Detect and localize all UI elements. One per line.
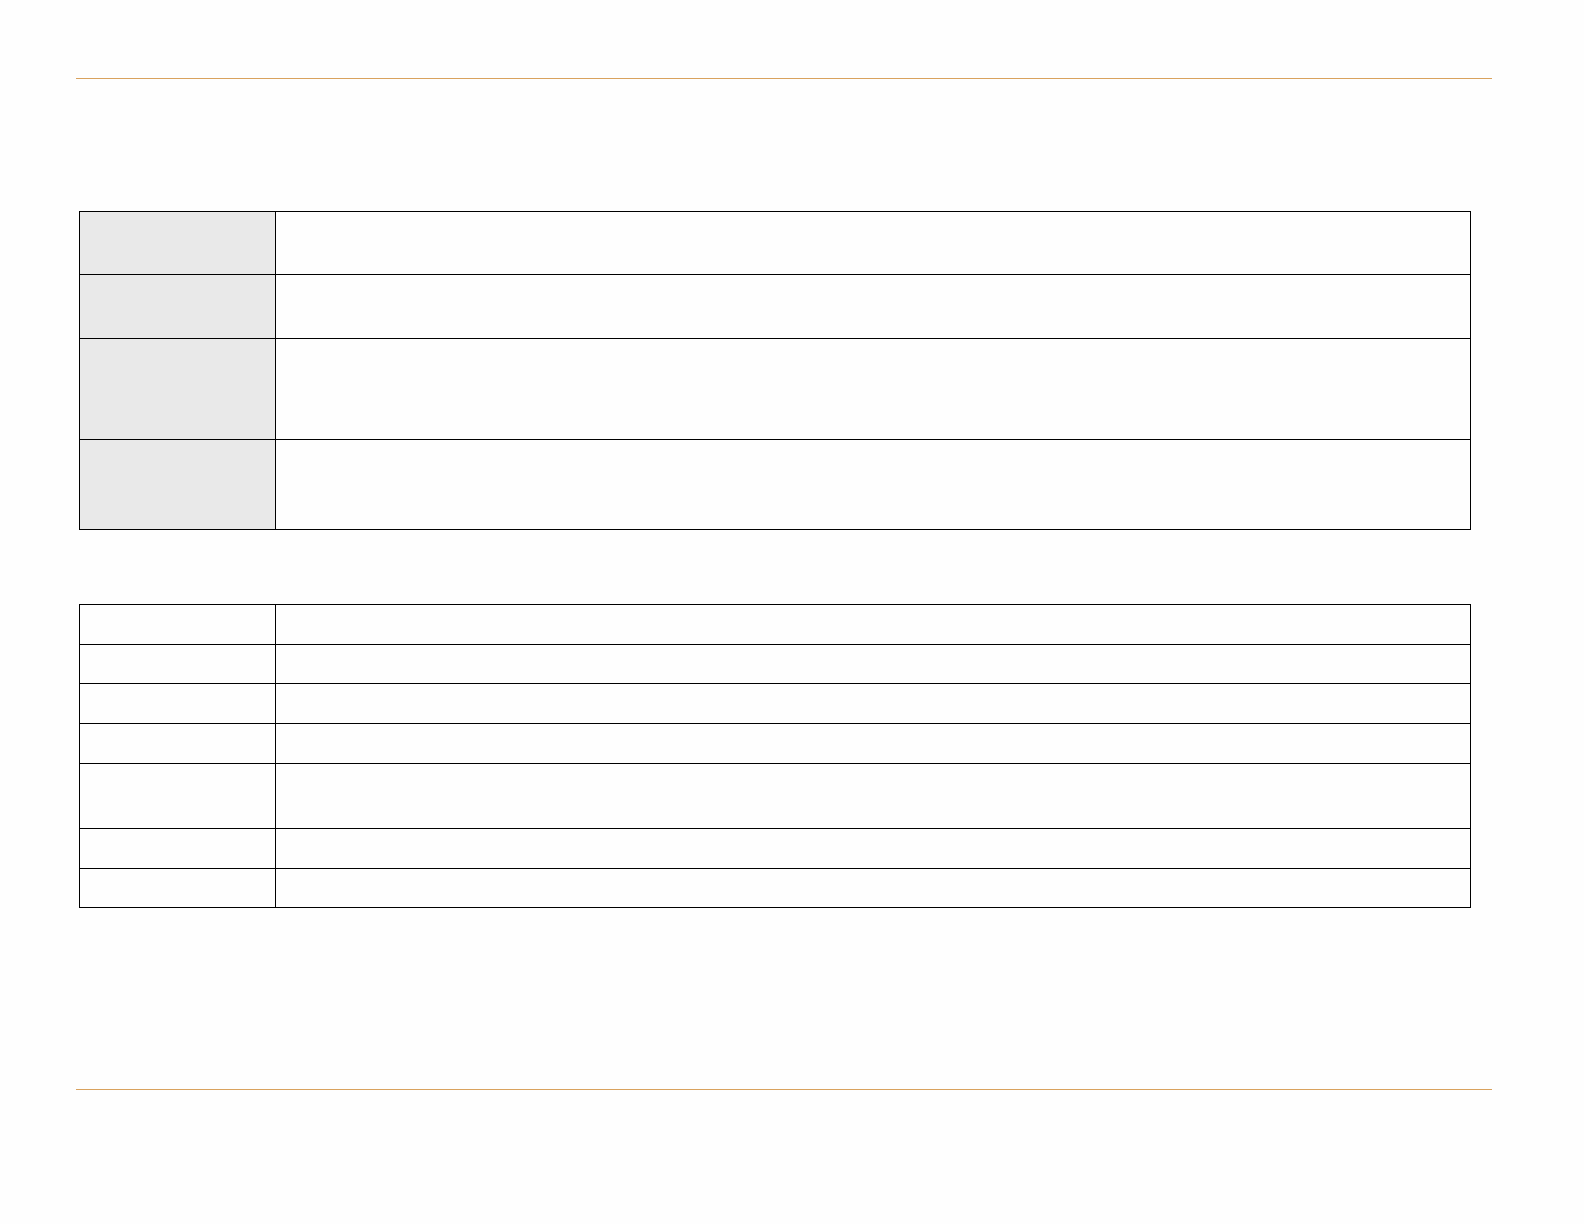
info-table [79, 211, 1471, 530]
value-cell [275, 868, 1471, 908]
label-cell [79, 211, 276, 275]
table-row [79, 439, 1471, 530]
label-cell [79, 683, 276, 724]
value-cell [275, 338, 1471, 440]
label-cell [79, 868, 276, 908]
label-cell [79, 763, 276, 829]
value-cell [275, 763, 1471, 829]
header-rule [76, 78, 1492, 79]
value-cell [275, 683, 1471, 724]
table-row [79, 868, 1471, 908]
table-row [79, 828, 1471, 869]
table-row [79, 211, 1471, 275]
value-cell [275, 274, 1471, 339]
label-cell [79, 274, 276, 339]
label-cell [79, 338, 276, 440]
table-row [79, 723, 1471, 764]
value-cell [275, 211, 1471, 275]
value-cell [275, 604, 1471, 645]
table-row [79, 604, 1471, 645]
table-row [79, 763, 1471, 829]
table-row [79, 683, 1471, 724]
label-cell [79, 644, 276, 684]
details-table [79, 604, 1471, 908]
table-row [79, 644, 1471, 684]
label-cell [79, 723, 276, 764]
footer-rule [76, 1089, 1492, 1090]
value-cell [275, 723, 1471, 764]
table-row [79, 274, 1471, 339]
value-cell [275, 828, 1471, 869]
label-cell [79, 439, 276, 530]
label-cell [79, 604, 276, 645]
value-cell [275, 439, 1471, 530]
label-cell [79, 828, 276, 869]
value-cell [275, 644, 1471, 684]
table-row [79, 338, 1471, 440]
